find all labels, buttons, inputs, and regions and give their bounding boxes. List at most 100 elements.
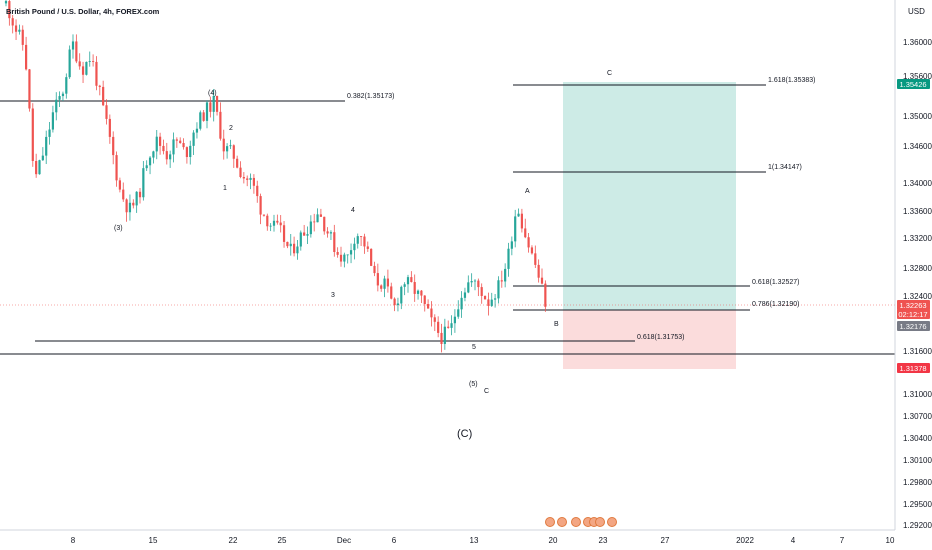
level-label-0618-lower: 0.618(1.31753) — [637, 334, 684, 341]
candle-body — [195, 128, 199, 133]
economic-events-icons[interactable] — [545, 517, 617, 527]
candle-body — [363, 236, 366, 247]
candle-body — [249, 177, 252, 180]
candle-body — [333, 232, 336, 252]
x-axis-ticks: 8 15 22 25 Dec 6 13 20 23 27 2022 4 7 10 — [71, 536, 895, 545]
candle-body — [192, 132, 195, 146]
event-flag-icon[interactable] — [571, 517, 581, 527]
candle-body — [128, 202, 132, 213]
candle-body — [349, 250, 353, 255]
candle-body — [81, 66, 85, 75]
candle-body — [437, 321, 440, 333]
candle-body — [360, 236, 363, 237]
candle-body — [266, 215, 269, 227]
y-tick-label: 1.34600 — [903, 142, 932, 151]
candle-body — [138, 191, 142, 198]
candle-body — [540, 277, 544, 284]
candle-body — [403, 284, 406, 287]
wave-label: (5) — [469, 381, 478, 388]
candle-body — [185, 147, 188, 158]
candle-body — [293, 243, 296, 254]
y-tick-label: 1.32800 — [903, 264, 932, 273]
event-flag-icon[interactable] — [595, 517, 605, 527]
y-axis-ticks: 1.36000 1.35600 1.35000 1.34600 1.34000 1.336… — [903, 38, 932, 530]
candle-body — [517, 213, 520, 217]
candle-body — [423, 295, 426, 305]
y-tick-label: 1.30700 — [903, 412, 932, 421]
candle-body — [269, 225, 272, 227]
candle-body — [215, 95, 219, 112]
candle-body — [222, 138, 225, 152]
candle-body — [527, 237, 530, 248]
level-label-0618-upper: 0.618(1.32527) — [752, 279, 799, 286]
x-tick-label: 2022 — [736, 536, 754, 545]
x-tick-label: 15 — [149, 536, 158, 545]
wave-label: 1 — [223, 185, 227, 192]
candle-body — [380, 285, 383, 289]
price-badge — [897, 79, 930, 89]
wave-label: B — [554, 321, 559, 328]
candle-body — [35, 160, 38, 175]
candle-body — [386, 278, 389, 287]
candle-body — [477, 280, 480, 288]
candle-body — [480, 287, 483, 296]
x-tick-label: 7 — [840, 536, 845, 545]
candle-body — [212, 95, 215, 112]
candle-body — [179, 140, 182, 144]
candle-body — [383, 278, 386, 289]
candle-body — [102, 86, 105, 106]
candle-body — [467, 282, 470, 293]
price-axis — [895, 0, 932, 550]
candle-body — [55, 99, 58, 113]
candle-body — [175, 139, 178, 141]
candle-body — [400, 286, 403, 304]
currency-label: USD — [908, 7, 925, 16]
y-tick-label: 1.29500 — [903, 500, 932, 509]
candle-body — [246, 178, 249, 180]
candle-body — [162, 145, 165, 152]
candle-body — [497, 280, 500, 299]
candle-body — [199, 112, 202, 129]
level-label-1618: 1.618(1.35383) — [768, 77, 815, 84]
candle-body — [256, 185, 259, 197]
y-tick-label: 1.35000 — [903, 112, 932, 121]
y-tick-label: 1.29800 — [903, 478, 932, 487]
candle-body — [490, 299, 493, 306]
candle-body — [343, 254, 346, 262]
event-flag-icon[interactable] — [545, 517, 555, 527]
candle-body — [226, 146, 229, 152]
candle-body — [182, 143, 185, 148]
candle-body — [112, 136, 115, 156]
candle-body — [8, 1, 11, 19]
candle-body — [31, 108, 34, 161]
candle-body — [329, 232, 333, 234]
candle-body — [316, 214, 319, 223]
candle-body — [165, 151, 168, 160]
price-badge — [897, 321, 930, 331]
price-badge — [897, 363, 930, 373]
x-tick-label: 27 — [661, 536, 670, 545]
wave-label: 2 — [229, 125, 233, 132]
wave-label: 4 — [351, 207, 355, 214]
candle-body — [296, 246, 299, 254]
candle-body — [366, 246, 369, 249]
candle-body — [25, 44, 28, 70]
y-tick-label: 1.32400 — [903, 292, 932, 301]
wave-label: A — [525, 188, 530, 195]
event-flag-icon[interactable] — [557, 517, 567, 527]
candle-body — [453, 316, 456, 324]
candle-body — [118, 180, 121, 190]
chart-title: British Pound / U.S. Dollar, 4h, FOREX.c… — [6, 7, 160, 16]
candle-body — [309, 221, 312, 235]
x-tick-label: 4 — [791, 536, 796, 545]
candle-body — [18, 29, 21, 32]
event-flag-icon[interactable] — [607, 517, 617, 527]
y-tick-label: 1.34000 — [903, 179, 932, 188]
level-label-1: 1(1.34147) — [768, 164, 802, 171]
candle-body — [494, 298, 497, 300]
candle-body — [276, 220, 279, 223]
candle-body — [427, 304, 430, 309]
